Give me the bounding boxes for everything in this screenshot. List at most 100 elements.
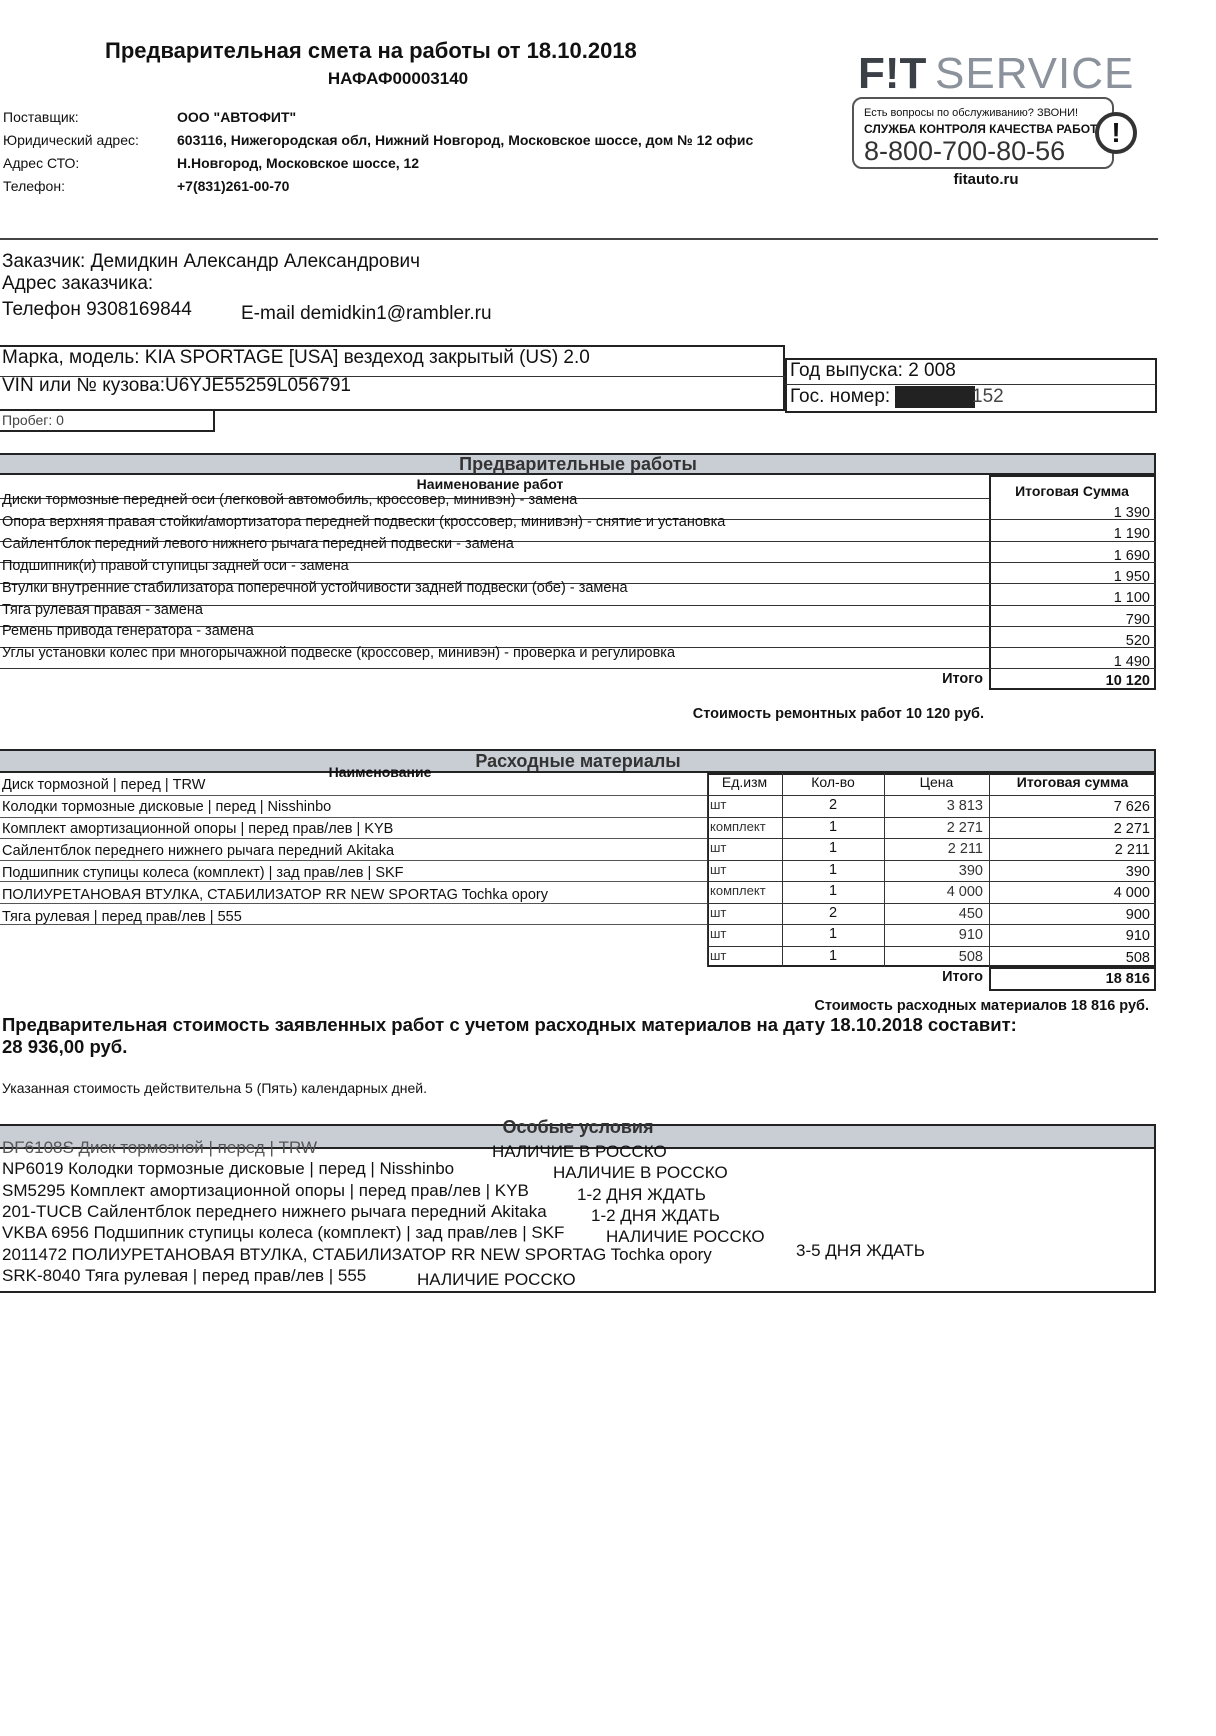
price: 4 000 (946, 884, 983, 900)
condition-status: НАЛИЧИЕ В РОССКО (553, 1163, 728, 1183)
work-sum: 1 100 (1113, 590, 1150, 607)
column-header: Наименование работ (416, 476, 564, 492)
summary: Стоимость расходных материалов 18 816 ру… (814, 998, 1149, 1014)
supplier-label: Поставщик: (3, 109, 79, 125)
condition-item: DF6108S Диск тормозной | перед | TRW (2, 1138, 318, 1157)
unit: шт (710, 947, 727, 963)
vehicle-box-right (785, 358, 1157, 413)
row-line (707, 881, 1156, 882)
total-value: 18 816 (1105, 971, 1150, 987)
work-name: Опора верхняя правая стойки/амортизатора… (2, 513, 726, 530)
quantity: 1 (828, 947, 838, 964)
quantity: 2 (828, 797, 838, 813)
unit: шт (710, 861, 727, 877)
logo-icon: ! (1095, 112, 1137, 154)
customer-address: Адрес заказчика: (2, 273, 154, 294)
sum-column (989, 475, 1156, 690)
row-line (707, 902, 1156, 904)
row-line (0, 625, 989, 627)
work-name: Диски тормозные передней оси (легковой а… (2, 492, 578, 508)
section-title: Расходные материалы (475, 751, 681, 771)
condition-status: 1-2 ДНЯ ЖДАТЬ (577, 1184, 706, 1204)
row-line (989, 604, 1156, 606)
logo-service: СЛУЖБА КОНТРОЛЯ КАЧЕСТВА РАБОТ: (864, 122, 1102, 136)
material-name: Колодки тормозные дисковые | перед | Nis… (2, 799, 332, 815)
quantity: 1 (828, 861, 838, 878)
col-line (989, 773, 990, 967)
work-sum: 520 (1125, 632, 1150, 649)
condition-status: НАЛИЧИЕ РОССКО (606, 1227, 765, 1247)
column-header: Наименование (328, 764, 432, 780)
column-header: Итоговая Сумма (1015, 483, 1129, 499)
separator (0, 238, 1158, 240)
row-line (0, 668, 989, 670)
line-total: 900 (1125, 906, 1150, 923)
vehicle-plate: 152 (972, 386, 1004, 407)
work-name: Тяга рулевая правая - замена (2, 601, 203, 618)
work-name: Сайлентблок передний левого нижнего рыча… (2, 535, 514, 552)
supplier-value: ООО "АВТОФИТ" (177, 109, 297, 125)
quantity: 2 (828, 904, 838, 921)
work-name: Углы установки колес при многорычажной п… (2, 645, 676, 662)
column-header: Кол-во (811, 774, 855, 790)
condition-item: 201-TUCB Сайлентблок переднего нижнего р… (2, 1201, 547, 1221)
materials-grid (707, 773, 1156, 967)
section-title-bar (0, 453, 1156, 475)
work-sum: 1 390 (1113, 505, 1150, 521)
line-total: 2 211 (1114, 842, 1150, 858)
row-line (707, 816, 1156, 818)
condition-status: 3-5 ДНЯ ЖДАТЬ (796, 1240, 925, 1260)
work-name: Подшипник(и) правой ступицы задней оси -… (2, 557, 349, 574)
row-line (0, 519, 989, 521)
row-line (989, 668, 1156, 670)
row-line (0, 540, 989, 542)
row-line (0, 795, 707, 796)
material-name: Диск тормозной | перед | TRW (2, 777, 206, 793)
total-box (989, 967, 1156, 991)
row-line (989, 540, 1156, 542)
work-name: Втулки внутренние стабилизатора поперечн… (2, 579, 628, 596)
line-total: 390 (1125, 863, 1150, 880)
col-line (782, 773, 783, 967)
material-name: Комплект амортизационной опоры | перед п… (2, 821, 394, 837)
row-line (989, 519, 1156, 521)
work-name: Ремень привода генератора - замена (2, 623, 254, 640)
redaction (895, 386, 975, 408)
doc-number: НАФАФ00003140 (327, 69, 469, 88)
vehicle-year: Год выпуска: 2 008 (790, 360, 956, 381)
supplier-label: Юридический адрес: (3, 132, 139, 148)
column-header: Ед.изм (721, 774, 768, 790)
col-line (884, 773, 885, 967)
mileage: Пробег: 0 (2, 412, 64, 428)
work-sum: 790 (1125, 611, 1150, 628)
work-sum: 1 950 (1113, 568, 1150, 585)
vehicle-box (0, 345, 785, 411)
line-total: 4 000 (1113, 885, 1150, 901)
col-line (707, 773, 708, 967)
price: 508 (958, 948, 983, 965)
price: 450 (958, 905, 983, 922)
mileage-box (0, 409, 215, 432)
row-line (0, 561, 989, 563)
material-name: Подшипник ступицы колеса (комплект) | за… (2, 865, 404, 881)
row-line (0, 859, 707, 861)
conditions-box (0, 1149, 1156, 1293)
row-line (707, 945, 1156, 947)
material-name: Тяга рулевая | перед прав/лев | 555 (2, 909, 242, 925)
condition-status: НАЛИЧИЕ РОССКО (417, 1269, 576, 1289)
total-label: Итого (942, 671, 983, 688)
grand-total-text: Предварительная стоимость заявленных раб… (2, 1014, 1017, 1035)
row-line (989, 647, 1156, 649)
customer-email: E-mail demidkin1@rambler.ru (241, 303, 492, 324)
validity: Указанная стоимость действительна 5 (Пят… (2, 1080, 427, 1096)
row-line (707, 838, 1156, 839)
row-line (989, 561, 1156, 563)
vehicle-model: Марка, модель: KIA SPORTAGE [USA] вездех… (2, 347, 590, 368)
row-line (707, 795, 1156, 796)
unit: комплект (710, 818, 766, 834)
condition-item: VKBA 6956 Подшипник ступицы колеса (комп… (2, 1223, 565, 1243)
section-title: Особые условия (502, 1117, 654, 1137)
row-line (0, 881, 707, 882)
work-sum: 1 490 (1113, 654, 1150, 671)
